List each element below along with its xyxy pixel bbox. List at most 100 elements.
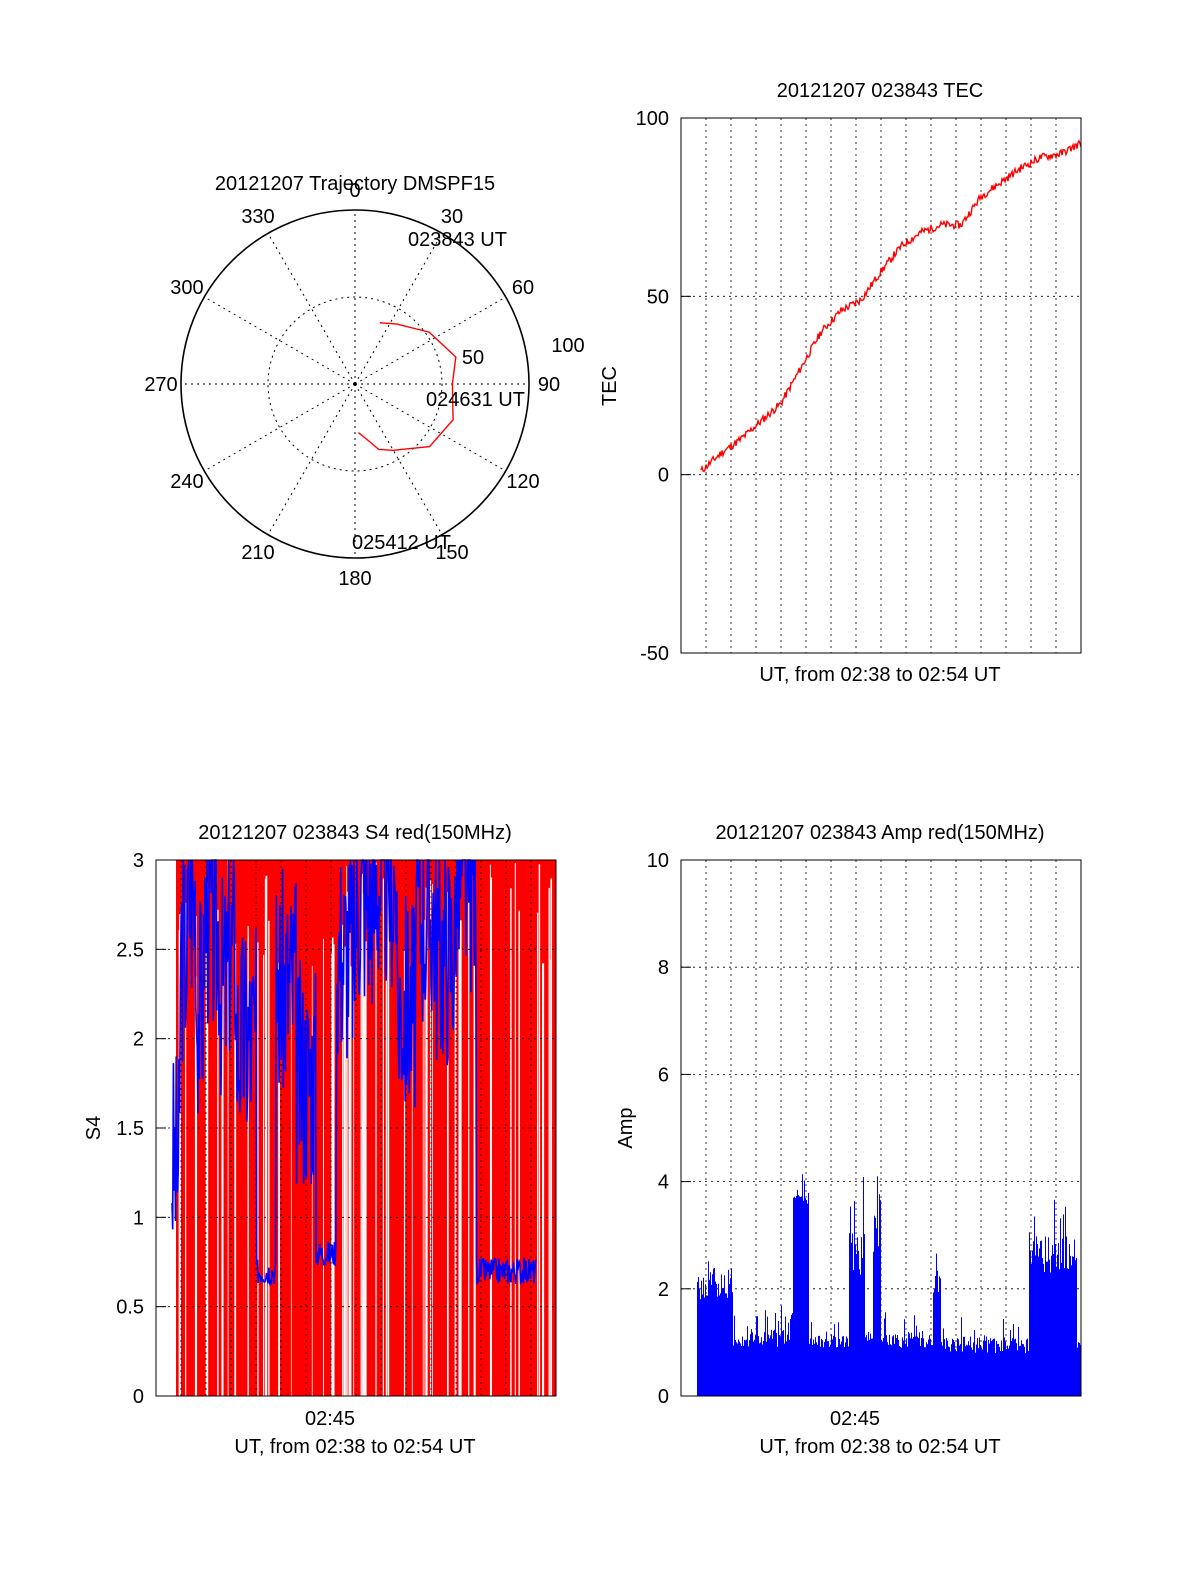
amp-bar <box>1028 1351 1029 1396</box>
amp-bar <box>745 1340 746 1396</box>
annotation-start-time: 023843 UT <box>408 229 507 251</box>
amp-bar <box>701 1280 702 1396</box>
amp-bar <box>913 1336 914 1396</box>
amp-bar <box>778 1321 779 1396</box>
amp-bar <box>982 1349 983 1396</box>
amp-bar <box>1058 1243 1059 1396</box>
amp-bar <box>817 1344 818 1396</box>
s4-gap <box>363 960 365 1497</box>
amp-bar <box>1060 1218 1061 1396</box>
s4-y-tick-labels: 0 0.5 1 1.5 2 2.5 3 <box>116 850 166 1408</box>
amp-bar <box>714 1268 715 1396</box>
amp-bar <box>1070 1255 1071 1396</box>
amp-bar <box>1000 1351 1001 1396</box>
s4-gap <box>538 864 541 1401</box>
s4-gap <box>454 974 456 1511</box>
polar-spoke <box>267 383 356 535</box>
amp-bar <box>910 1338 911 1396</box>
amp-bar <box>980 1344 981 1396</box>
amp-bar <box>723 1287 724 1396</box>
amp-bar <box>969 1345 970 1396</box>
s4-x-tick-label: 02:45 <box>305 1408 355 1430</box>
amp-bar <box>776 1332 777 1396</box>
amp-bar <box>927 1344 928 1396</box>
amp-bar <box>902 1337 903 1396</box>
amp-bar <box>1062 1238 1063 1396</box>
amp-bar <box>930 1338 931 1396</box>
polar-azimuth-label: 150 <box>435 542 468 564</box>
amp-bar <box>1007 1345 1008 1396</box>
amp-bar <box>963 1336 964 1396</box>
amp-bar <box>851 1242 852 1396</box>
amp-bar <box>792 1313 793 1396</box>
polar-spoke <box>267 233 356 385</box>
amp-bar <box>997 1343 998 1396</box>
amp-bar <box>1059 1269 1060 1396</box>
amp-bar <box>926 1342 927 1396</box>
amp-bar <box>1004 1337 1005 1396</box>
amp-bar <box>712 1274 713 1396</box>
amp-bar <box>984 1335 985 1396</box>
amp-bar <box>903 1340 904 1396</box>
amp-bar <box>880 1200 881 1396</box>
amp-y-axis-label: Amp <box>615 1107 637 1148</box>
amp-bar <box>890 1344 891 1396</box>
amp-bar <box>824 1342 825 1396</box>
polar-azimuth-label: 240 <box>170 471 203 493</box>
s4-ytick: 2 <box>133 1029 144 1051</box>
amp-bar <box>786 1341 787 1396</box>
amp-bar <box>829 1346 830 1396</box>
amp-bar <box>704 1297 705 1396</box>
amp-ytick: 0 <box>658 1386 669 1408</box>
amp-bar <box>886 1335 887 1396</box>
amp-bar <box>841 1341 842 1396</box>
amp-bar <box>856 1254 857 1396</box>
amp-bar <box>747 1326 748 1396</box>
amp-bar <box>1046 1261 1047 1396</box>
amp-bar <box>760 1342 761 1396</box>
amp-bar <box>722 1288 723 1396</box>
tec-ytick: 50 <box>647 286 669 308</box>
amp-y-tick-labels: 0 2 4 6 8 10 <box>647 850 691 1408</box>
amp-bar <box>857 1237 858 1396</box>
amp-bar <box>1052 1245 1053 1396</box>
tec-chart: 20121207 023843 TEC -50 0 50 100 TEC UT, fr… <box>599 80 1082 686</box>
amp-bar <box>975 1352 976 1396</box>
amp-bar <box>1019 1346 1020 1396</box>
amp-bar <box>1053 1254 1054 1396</box>
amp-bar <box>1042 1258 1043 1396</box>
amp-bar <box>948 1346 949 1396</box>
s4-gap <box>387 881 390 1418</box>
amp-bar <box>1055 1244 1056 1396</box>
amp-bar <box>734 1315 735 1396</box>
amp-bar <box>758 1336 759 1396</box>
amp-bar <box>989 1343 990 1396</box>
s4-gap <box>195 916 197 1453</box>
amp-bar <box>737 1343 738 1396</box>
amp-bar <box>814 1343 815 1396</box>
amp-bar <box>1015 1338 1016 1396</box>
amp-bar <box>818 1336 819 1396</box>
amp-bar <box>973 1342 974 1396</box>
amp-bar <box>764 1332 765 1396</box>
amp-bar <box>770 1335 771 1396</box>
amp-bar <box>862 1258 863 1396</box>
amp-bar <box>756 1316 757 1396</box>
amp-bar <box>936 1253 937 1396</box>
amp-bar <box>1056 1266 1057 1396</box>
amp-bar <box>729 1284 730 1396</box>
amp-bar <box>766 1341 767 1396</box>
amp-bar <box>1025 1353 1026 1396</box>
amp-bar <box>773 1330 774 1396</box>
amp-bar <box>731 1268 732 1396</box>
amp-bar <box>795 1198 796 1396</box>
amp-bar <box>709 1279 710 1396</box>
amp-bar <box>708 1261 709 1396</box>
amp-bar <box>848 1346 849 1396</box>
polar-azimuth-label: 330 <box>241 206 274 228</box>
polar-azimuth-label: 270 <box>144 374 177 396</box>
s4-gap <box>361 873 363 1410</box>
amp-bar <box>754 1339 755 1396</box>
s4-gap <box>514 862 516 1399</box>
